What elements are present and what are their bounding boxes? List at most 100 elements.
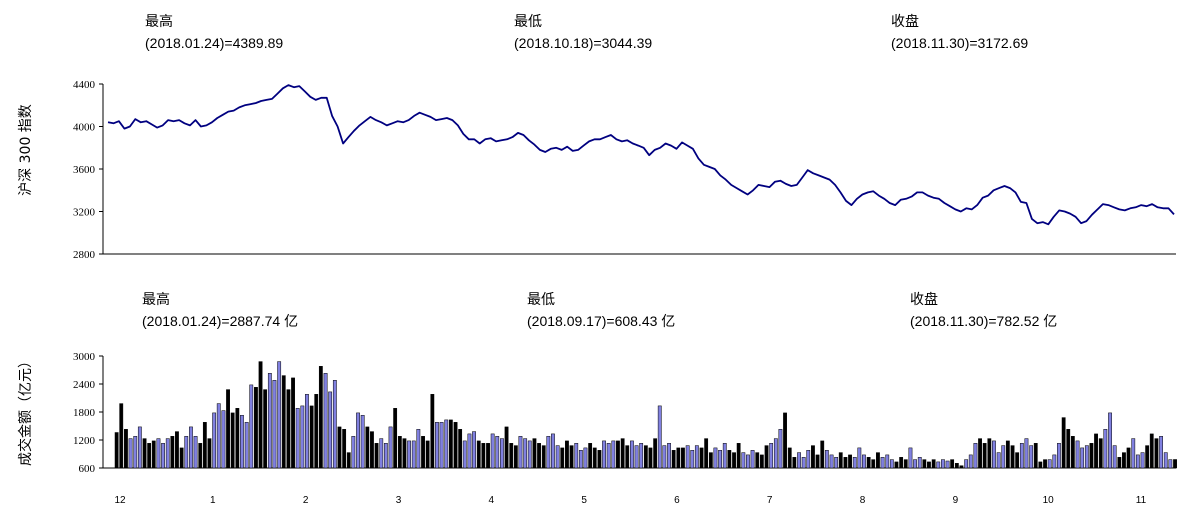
volume-bar — [444, 419, 449, 469]
volume-bar — [852, 457, 857, 469]
volume-bar — [681, 447, 685, 469]
volume-bar — [574, 443, 579, 469]
volume-bar — [407, 440, 411, 469]
volume-bar — [806, 450, 811, 469]
volume-bar — [281, 375, 286, 469]
volume-bar — [811, 445, 815, 469]
volume-bar — [263, 389, 268, 469]
volume-bar — [569, 445, 574, 469]
x-month-label: 5 — [581, 495, 587, 506]
volume-bar — [360, 415, 365, 469]
volume-bar — [783, 412, 787, 469]
volume-bar — [630, 440, 634, 469]
volume-bar — [848, 454, 852, 469]
top-annotation-high-value: (2018.01.24)=4389.89 — [145, 35, 284, 51]
volume-bar — [954, 463, 959, 469]
x-axis-month-labels: 12 1 2 3 4 5 6 7 8 9 10 11 — [114, 495, 1146, 506]
volume-bar — [755, 452, 760, 469]
volume-bar — [838, 452, 843, 469]
volume-bar — [230, 412, 235, 469]
volume-bar — [913, 459, 917, 469]
bottom-annotation-low-value: (2018.09.17)=608.43 亿 — [527, 313, 676, 329]
volume-bar — [532, 438, 537, 469]
volume-bar — [1080, 447, 1085, 469]
volume-bar — [490, 433, 495, 469]
volume-bar — [964, 459, 969, 469]
volume-bar — [402, 438, 407, 469]
volume-bar — [537, 443, 541, 469]
volume-bar — [871, 459, 876, 469]
volume-bar — [189, 426, 193, 469]
volume-bar — [1089, 443, 1094, 469]
volume-bar — [903, 459, 908, 469]
top-annotation-close-value: (2018.11.30)=3172.69 — [891, 35, 1029, 51]
bottom-y-tick-label: 600 — [79, 463, 96, 475]
volume-bar — [657, 405, 662, 469]
volume-bar — [676, 447, 681, 469]
volume-bar — [1061, 417, 1066, 469]
volume-bar — [606, 443, 611, 469]
volume-bar — [124, 429, 128, 469]
x-month-label: 9 — [953, 495, 959, 506]
volume-bar — [625, 445, 630, 469]
x-month-label: 11 — [1136, 495, 1147, 506]
volume-bar — [597, 450, 602, 469]
top-annotation-low-value: (2018.10.18)=3044.39 — [514, 35, 653, 51]
volume-bar — [908, 447, 913, 469]
volume-bar — [439, 422, 444, 469]
volume-bar — [397, 436, 402, 469]
volume-bar — [513, 445, 518, 469]
volume-bar — [175, 431, 179, 469]
volume-bar — [876, 452, 880, 469]
volume-bar — [481, 443, 486, 469]
volume-bar — [1066, 429, 1071, 469]
volume-bar — [611, 440, 616, 469]
volume-bar — [1108, 412, 1112, 469]
volume-bar — [857, 447, 862, 469]
x-month-label: 10 — [1043, 495, 1055, 506]
volume-bar — [365, 426, 370, 469]
volume-bar — [370, 431, 374, 469]
volume-bar — [142, 438, 147, 469]
volume-bar — [555, 445, 560, 469]
volume-bar — [746, 454, 750, 469]
volume-bar — [541, 445, 546, 469]
volume-bar — [578, 450, 583, 469]
bottom-annotation-close: 收盘 (2018.11.30)=782.52 亿 — [910, 288, 1057, 332]
x-month-label: 6 — [674, 495, 680, 506]
volume-bar — [1145, 445, 1150, 469]
volume-bar — [1005, 440, 1010, 469]
volume-bar — [797, 452, 801, 469]
volume-bar — [602, 440, 606, 469]
volume-bar — [356, 412, 360, 469]
x-month-label: 3 — [396, 495, 402, 506]
volume-bar — [295, 408, 300, 469]
volume-bar — [1094, 433, 1098, 469]
volume-bar — [546, 436, 551, 469]
volume-bar — [978, 438, 982, 469]
volume-bar — [922, 459, 927, 469]
bottom-annotation-low: 最低 (2018.09.17)=608.43 亿 — [527, 288, 675, 332]
volume-bar — [235, 408, 240, 469]
volume-bar — [383, 443, 388, 469]
volume-bar — [987, 438, 992, 469]
volume-bar — [917, 457, 922, 469]
volume-bar — [346, 452, 351, 469]
volume-bar — [291, 377, 295, 469]
volume-bar — [249, 384, 254, 469]
volume-bar — [416, 429, 421, 469]
volume-bar — [1117, 457, 1122, 469]
volume-bar — [643, 445, 648, 469]
volume-bar — [769, 443, 774, 469]
bottom-annotation-high: 最高 (2018.01.24)=2887.74 亿 — [142, 288, 298, 332]
volume-bar — [927, 461, 931, 469]
volume-bar — [240, 415, 244, 469]
volume-bar — [1033, 443, 1038, 469]
top-chart-axes: 4400 4000 3600 3200 2800 — [73, 79, 1176, 261]
volume-bar — [328, 391, 333, 469]
volume-bar — [1001, 445, 1006, 469]
volume-bar — [1126, 447, 1131, 469]
volume-bar — [453, 422, 458, 469]
volume-bar — [128, 438, 133, 469]
volume-bar — [773, 438, 778, 469]
